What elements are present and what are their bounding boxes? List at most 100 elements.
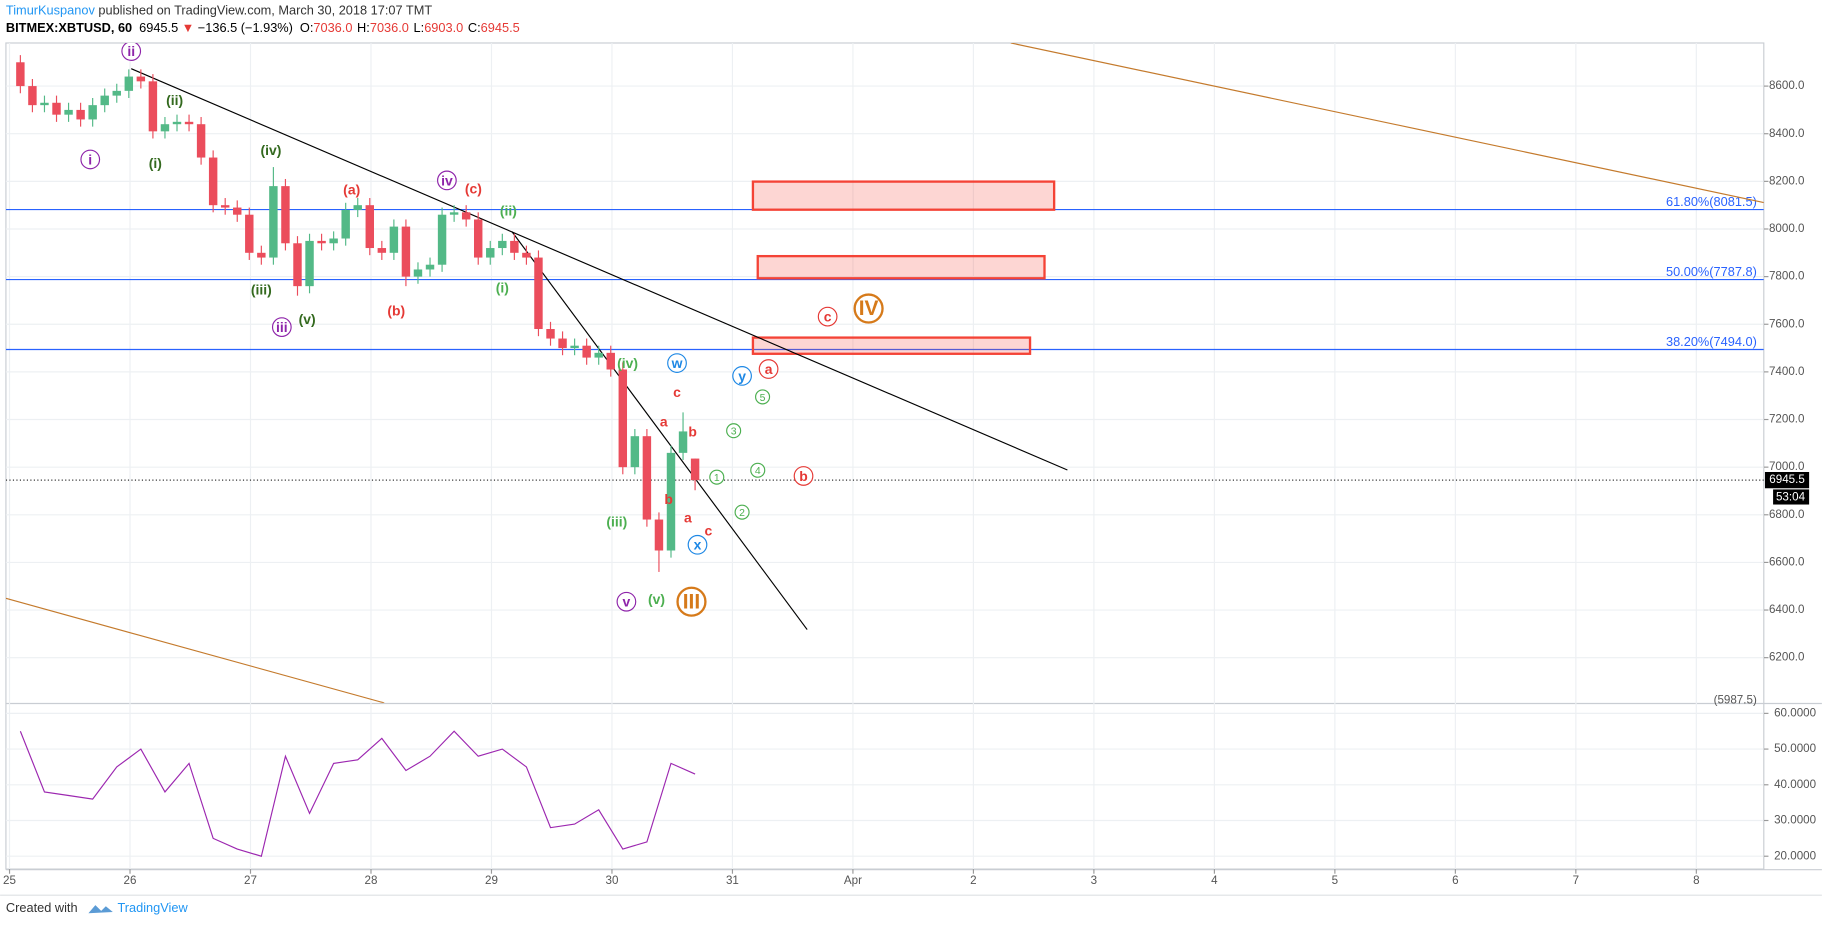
- wave-label: c: [824, 308, 832, 324]
- wave-label: (i): [149, 155, 162, 171]
- trendline: [511, 231, 808, 630]
- ohlc-label: L:: [414, 20, 425, 35]
- y-tick-label: 60.0000: [1774, 706, 1816, 719]
- candle-body: [88, 105, 97, 120]
- bottom-label: (5987.5): [1714, 694, 1757, 707]
- wave-label: x: [694, 537, 702, 553]
- candle-body: [534, 257, 543, 330]
- ohlc-label: O:: [300, 20, 313, 35]
- wave-label: (iv): [617, 355, 638, 371]
- wave-circle: [817, 306, 838, 327]
- candle-body: [220, 205, 230, 208]
- candle-body: [594, 352, 603, 358]
- rsi-line: [19, 730, 696, 857]
- price-pane: 61.80%(8081.5) 50.00%(7787.8) 38.20%(7494.…: [5, 42, 1764, 703]
- candle-body: [630, 436, 640, 468]
- wave-circle: [793, 466, 814, 486]
- wave-label: 4: [755, 466, 761, 477]
- candle-body: [642, 436, 652, 520]
- wave-label: (v): [299, 311, 316, 327]
- axes: 25 26 27 28 29 30 31 Apr 2 3 4 5 6 7 88600.08400.08200…: [3, 79, 1816, 887]
- wave-circle: [755, 389, 771, 405]
- candle-body: [425, 264, 435, 270]
- y-tick-label: 7400.0: [1769, 365, 1805, 378]
- candle-body: [558, 338, 567, 349]
- wave-label: ii: [127, 43, 135, 59]
- change: −136.5 (−1.93%): [198, 20, 293, 35]
- countdown-label: 53:04: [1776, 491, 1806, 504]
- y-tick-label: 8400.0: [1769, 127, 1805, 140]
- y-tick-label: 7000.0: [1769, 460, 1805, 473]
- candle-body: [690, 458, 700, 481]
- wave-label: b: [688, 424, 697, 440]
- y-tick-label: 8600.0: [1769, 79, 1805, 92]
- candle-body: [389, 226, 399, 253]
- candle-body: [317, 240, 326, 244]
- wave-label: a: [765, 361, 773, 377]
- footer-created: Created with: [6, 900, 78, 915]
- candle-body: [329, 238, 338, 244]
- x-tick-label: 31: [726, 874, 739, 887]
- candle-body: [100, 95, 109, 106]
- candle-body: [365, 205, 374, 249]
- x-tick-label: 28: [365, 874, 378, 887]
- x-tick-label: 4: [1211, 874, 1218, 887]
- y-tick-label: 7800.0: [1769, 270, 1805, 283]
- target-zone: [751, 180, 1056, 211]
- candle-body: [401, 226, 411, 277]
- candle-body: [486, 248, 495, 258]
- wave-label: (b): [387, 303, 405, 319]
- candle-body: [654, 519, 664, 551]
- x-tick-label: 27: [244, 874, 257, 887]
- wave-label: (iii): [606, 513, 627, 529]
- author[interactable]: TimurKuspanov: [6, 3, 96, 18]
- candle-body: [293, 243, 302, 287]
- arrow: ▼: [182, 20, 195, 35]
- x-tick-label: 7: [1573, 874, 1579, 887]
- footer-brand[interactable]: TradingView: [117, 900, 188, 915]
- candle-body: [341, 209, 350, 239]
- wave-circle: [758, 359, 779, 379]
- candle-body: [196, 124, 206, 158]
- symbol: BITMEX:XBTUSD, 60: [6, 20, 132, 35]
- x-tick-label: 26: [124, 874, 137, 887]
- wave-label: 2: [739, 508, 745, 519]
- x-tick-label: 25: [3, 874, 16, 887]
- header-line-1: TimurKuspanov published on TradingView.c…: [6, 3, 432, 18]
- wave-circle: [734, 504, 750, 520]
- x-tick-label: Apr: [844, 874, 862, 887]
- candle-body: [474, 219, 483, 258]
- fib-label: 50.00%(7787.8): [1666, 264, 1757, 279]
- candle-body: [461, 212, 471, 220]
- wave-label: III: [683, 590, 700, 613]
- candle-body: [52, 102, 61, 115]
- wave-circle: [676, 586, 707, 617]
- wave-label: a: [684, 510, 692, 526]
- wave-label: c: [704, 523, 712, 539]
- wave-label: y: [738, 368, 746, 384]
- wave-label: (a): [343, 182, 360, 198]
- trendline: [1010, 42, 1764, 204]
- candle-body: [64, 109, 73, 115]
- candle-body: [678, 431, 688, 453]
- candle-body: [233, 207, 242, 215]
- candle-body: [305, 240, 314, 287]
- wave-circle: [667, 353, 687, 373]
- candle-body: [76, 109, 85, 120]
- y-tick-label: 6400.0: [1769, 603, 1805, 616]
- x-tick-label: 3: [1091, 874, 1097, 887]
- candle-body: [510, 240, 519, 253]
- x-tick-label: 30: [605, 874, 618, 887]
- tv-logo: [88, 905, 113, 914]
- rsi-pane: [19, 730, 696, 857]
- wave-label: 3: [731, 427, 737, 438]
- candle-body: [40, 102, 49, 106]
- published: published on TradingView.com, March 30, …: [95, 3, 433, 18]
- ohlc-label: C:: [468, 20, 481, 35]
- wave-label: (iii): [251, 282, 272, 298]
- candle-body: [112, 90, 121, 96]
- candle-body: [353, 205, 362, 210]
- header-line-2: BITMEX:XBTUSD, 60 6945.5 ▼ −136.5 (−1.93%) O…: [6, 20, 520, 35]
